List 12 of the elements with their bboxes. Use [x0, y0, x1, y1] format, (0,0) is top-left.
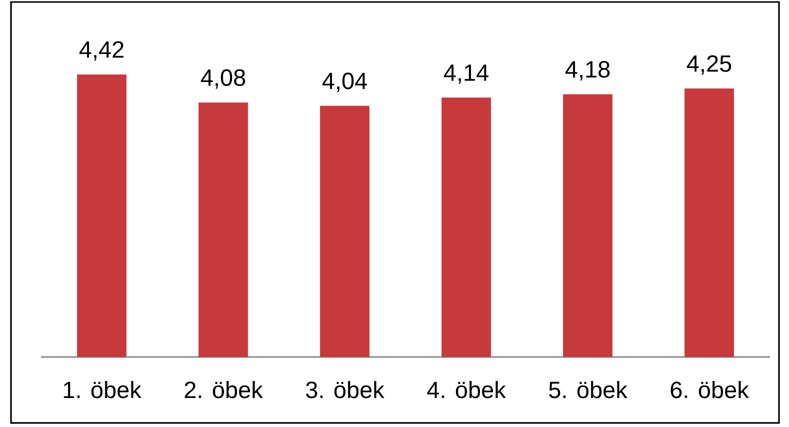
- data-label: 4,42: [79, 41, 124, 61]
- data-label: 4,18: [565, 61, 610, 80]
- data-label: 4,08: [200, 69, 246, 89]
- x-tick-label: 4. öbek: [427, 380, 506, 398]
- data-label: 4,25: [686, 55, 732, 75]
- x-tick-label: 6. öbek: [670, 380, 749, 398]
- x-tick-label: 5. öbek: [549, 380, 628, 398]
- x-tick-label: 3. öbek: [306, 380, 384, 398]
- x-tick-label: 2. öbek: [184, 380, 263, 398]
- x-tick-label: 1. öbek: [64, 380, 142, 398]
- data-label: 4,14: [444, 64, 488, 84]
- data-label: 4,04: [322, 72, 367, 92]
